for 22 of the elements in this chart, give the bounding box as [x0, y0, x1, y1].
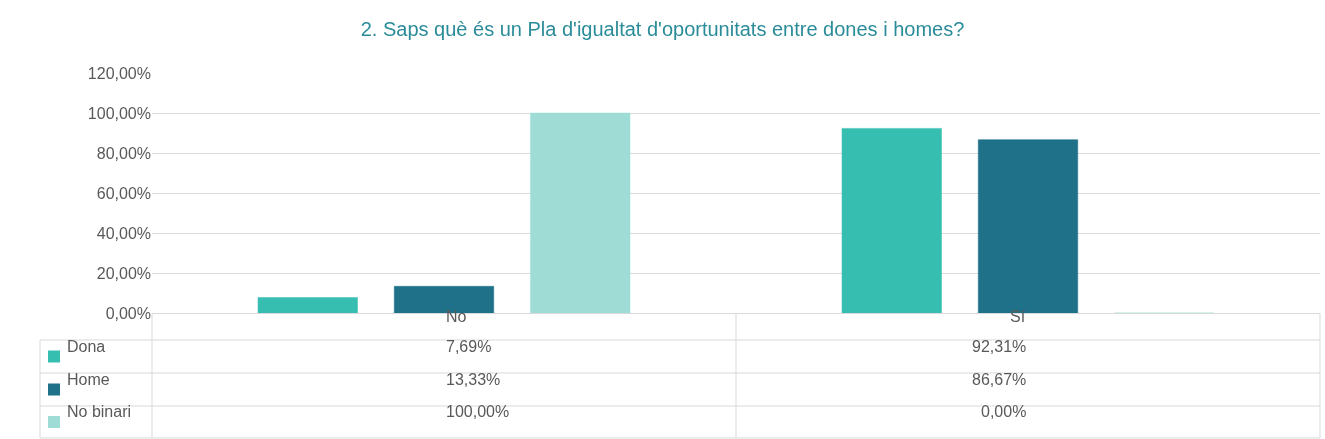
- data-label: 13,33%: [446, 371, 501, 388]
- bar: [257, 297, 358, 313]
- bar: [841, 128, 942, 313]
- y-tick-label: 0,00%: [105, 304, 151, 322]
- x-tick-label: Sí: [1010, 308, 1026, 325]
- legend-label: Dona: [67, 338, 106, 355]
- legend-label: No binari: [67, 403, 132, 420]
- bar: [530, 112, 631, 313]
- chart-title: 2. Saps què és un Pla d'igualtat d'oportunitats entre dones i homes?: [360, 18, 965, 40]
- y-tick-label: 120,00%: [87, 64, 151, 82]
- data-label: 0,00%: [981, 403, 1027, 420]
- y-tick-label: 80,00%: [96, 144, 151, 162]
- x-tick-label: No: [446, 308, 467, 325]
- legend-label: Home: [67, 371, 110, 388]
- y-tick-label: 40,00%: [96, 224, 151, 242]
- y-tick-label: 100,00%: [87, 104, 151, 122]
- data-label: 92,31%: [972, 338, 1027, 355]
- y-tick-label: 60,00%: [96, 184, 151, 202]
- data-label: 7,69%: [446, 338, 492, 355]
- data-label: 86,67%: [972, 371, 1027, 388]
- y-tick-label: 20,00%: [96, 264, 151, 282]
- data-label: 100,00%: [446, 403, 510, 420]
